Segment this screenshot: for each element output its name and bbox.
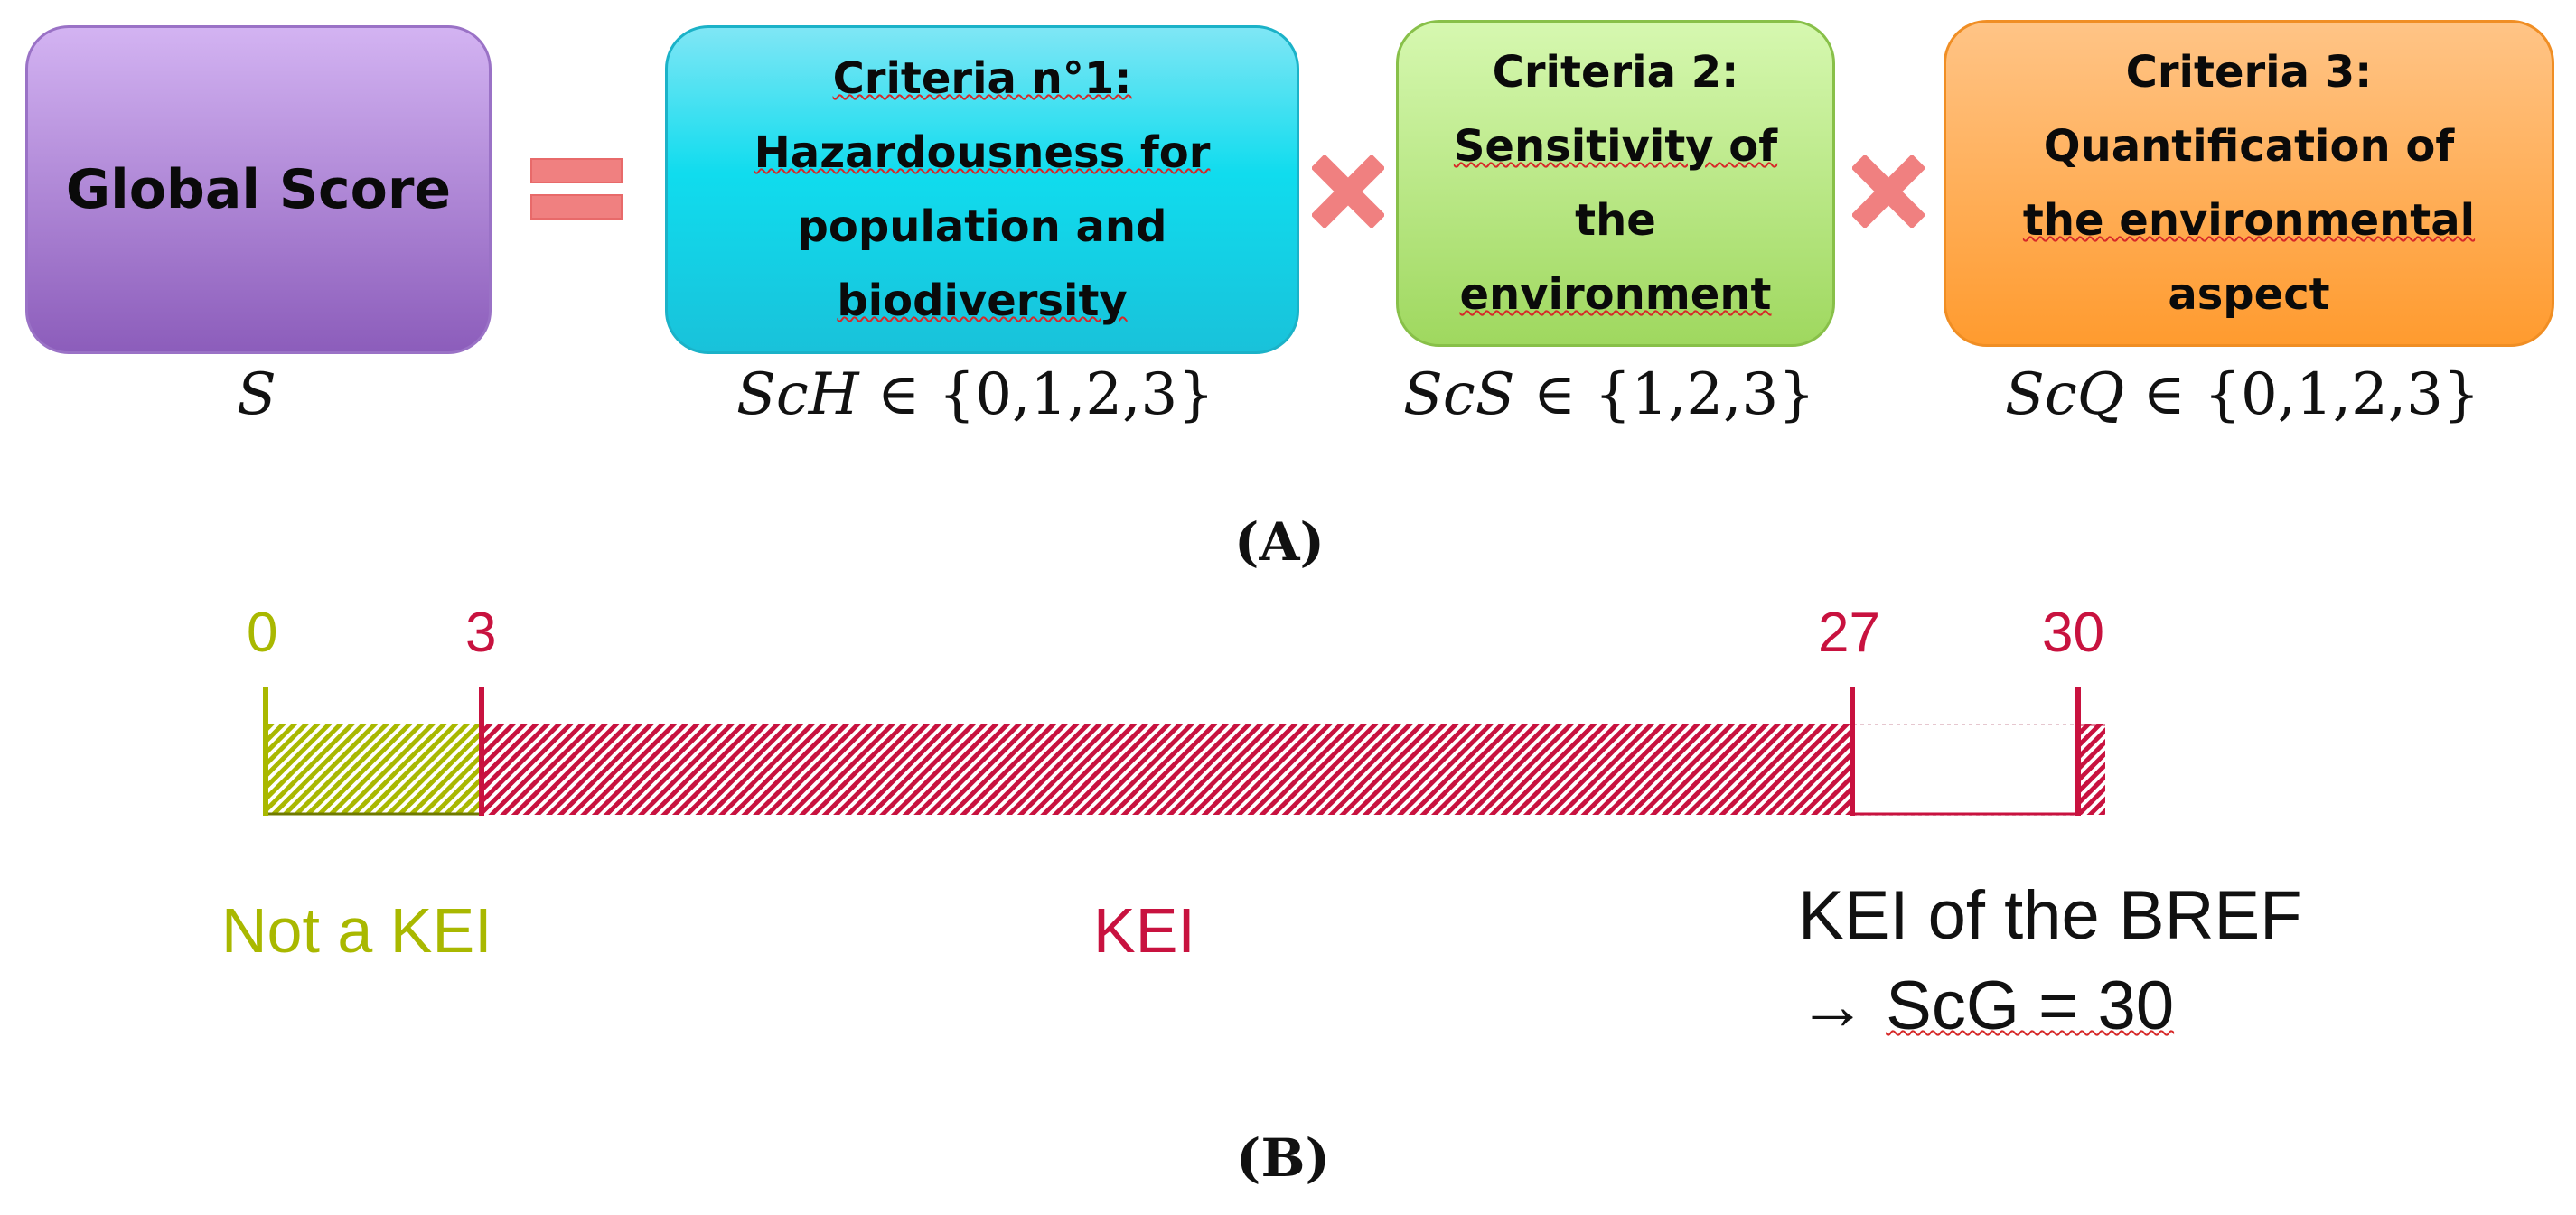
equals-operator-icon bbox=[530, 158, 623, 220]
bref-note-formula: ScG = 30 bbox=[1886, 967, 2175, 1044]
criteria-3-line-2: Quantification of bbox=[2043, 121, 2455, 172]
global-score-box: Global Score bbox=[25, 25, 492, 354]
criteria-2-box: Criteria 2: Sensitivity of the environme… bbox=[1396, 20, 1835, 347]
criteria-2-line-3: the bbox=[1575, 195, 1656, 246]
criteria-2-formula: ScS ∈ {1,2,3} bbox=[1403, 361, 1815, 428]
tick-label-27: 27 bbox=[1818, 602, 1880, 664]
bref-note-line-1: KEI of the BREF bbox=[1798, 877, 2302, 954]
criteria-1-line-2: Hazardousness for bbox=[754, 127, 1211, 178]
criteria-3-formula: ScQ ∈ {0,1,2,3} bbox=[2005, 361, 2480, 428]
tick-label-0: 0 bbox=[247, 602, 278, 664]
criteria-3-line-4: aspect bbox=[2168, 269, 2330, 320]
criteria-3-line-3: the environmental bbox=[2022, 195, 2476, 246]
segment-label-kei: KEI bbox=[1093, 895, 1195, 966]
multiply-operator-icon-2 bbox=[1852, 155, 1925, 228]
panel-b-label: (B) bbox=[1236, 1127, 1330, 1189]
criteria-2-line-2: Sensitivity of bbox=[1453, 121, 1778, 172]
criteria-1-domain: ∈ {0,1,2,3} bbox=[876, 361, 1214, 428]
arrow-icon: → bbox=[1798, 967, 1867, 1044]
criteria-1-variable: ScH bbox=[736, 361, 859, 428]
criteria-1-formula: ScH ∈ {0,1,2,3} bbox=[736, 361, 1214, 428]
panel-a-label: (A) bbox=[1234, 511, 1325, 573]
global-score-label: Global Score bbox=[65, 158, 452, 221]
segment-bref-empty bbox=[1852, 724, 2078, 816]
criteria-1-line-4: biodiversity bbox=[837, 276, 1128, 326]
criteria-2-variable: ScS bbox=[1403, 361, 1515, 428]
criteria-1-box: Criteria n°1: Hazardousness for populati… bbox=[665, 25, 1299, 354]
tick-label-3: 3 bbox=[465, 602, 497, 664]
bref-note-line-2: → ScG = 30 bbox=[1798, 967, 2174, 1045]
criteria-1-line-3: population and bbox=[797, 201, 1167, 252]
criteria-3-domain: ∈ {0,1,2,3} bbox=[2142, 361, 2480, 428]
score-scale-bar bbox=[263, 687, 2105, 816]
criteria-3-line-1: Criteria 3: bbox=[2125, 47, 2373, 98]
segment-kei-hatched bbox=[482, 724, 2105, 815]
criteria-2-domain: ∈ {1,2,3} bbox=[1532, 361, 1815, 428]
criteria-1-line-1: Criteria n°1: bbox=[832, 53, 1132, 104]
multiply-operator-icon-1 bbox=[1312, 155, 1384, 228]
segment-label-not-kei: Not a KEI bbox=[221, 895, 492, 966]
segment-not-kei bbox=[267, 724, 482, 815]
criteria-3-variable: ScQ bbox=[2005, 361, 2125, 428]
criteria-3-box: Criteria 3: Quantification of the enviro… bbox=[1944, 20, 2554, 347]
tick-label-30: 30 bbox=[2042, 602, 2104, 664]
global-score-symbol: S bbox=[237, 361, 276, 428]
criteria-2-line-1: Criteria 2: bbox=[1492, 47, 1739, 98]
criteria-2-line-4: environment bbox=[1459, 269, 1772, 320]
